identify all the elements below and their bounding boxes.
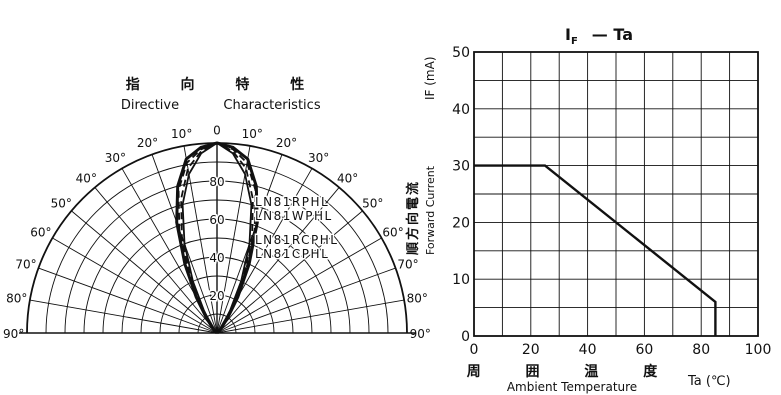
- polar-spoke: [71, 210, 218, 334]
- polar-angle-label: 50°: [362, 196, 383, 210]
- polar-angle-label: 80°: [6, 292, 27, 306]
- polar-radial-label: 60: [209, 213, 224, 227]
- polar-angle-label: 0: [213, 124, 221, 138]
- polar-spoke: [216, 267, 396, 334]
- polar-radial-label: 80: [209, 175, 224, 189]
- polar-labels: 0 10° 20° 30° 40° 50° 60° 70° 80° 90° 10° 20° 30° 40°…: [3, 124, 431, 341]
- y-tick-label: 0: [461, 329, 470, 345]
- line-chart: IF — Ta 0 20 40 60 80 100 0 10 20 30 40 50 順方向電流 For…: [405, 25, 771, 394]
- line-ticks: 0 20 40 60 80 100 0 10 20 30 40 50: [452, 45, 771, 358]
- y-tick-label: 40: [452, 102, 470, 118]
- polar-spoke: [216, 237, 382, 334]
- polar-radial-label: 20: [209, 289, 224, 303]
- xlabel-unit: Ta (℃): [687, 374, 731, 389]
- x-tick-label: 80: [692, 342, 710, 358]
- polar-angle-label: 40°: [337, 171, 358, 185]
- polar-angle-label: 20°: [137, 136, 158, 150]
- y-tick-label: 50: [452, 45, 470, 61]
- ylabel-cn: 順方向電流: [405, 180, 421, 255]
- polar-angle-label: 50°: [51, 196, 72, 210]
- polar-curve-ln81cphl: [180, 142, 254, 334]
- polar-spoke: [29, 299, 218, 334]
- polar-angle-label: 60°: [382, 225, 403, 239]
- polar-title-en-1: Directive: [121, 98, 179, 113]
- polar-angle-label: 30°: [105, 151, 126, 165]
- y-tick-label: 30: [452, 159, 470, 175]
- polar-angle-label: 40°: [76, 171, 97, 185]
- polar-title-cn: 指 向 特 性: [126, 76, 323, 93]
- polar-legend-entry: LN81RCPHL: [255, 233, 339, 247]
- line-series: [474, 164, 717, 336]
- xlabel-en: Ambient Temperature: [507, 380, 637, 394]
- line-title-sub: F: [571, 36, 578, 47]
- x-tick-label: 40: [579, 342, 597, 358]
- polar-spoke: [216, 299, 405, 334]
- polar-spoke: [38, 267, 218, 334]
- polar-spoke: [216, 210, 363, 334]
- polar-angle-label: 10°: [171, 127, 192, 141]
- polar-spoke: [94, 187, 218, 334]
- ylabel-en: Forward Current: [424, 165, 437, 255]
- y-tick-label: 20: [452, 215, 470, 231]
- xlabel-cn: 周 囲 温 度: [467, 363, 678, 380]
- plot-frame: [473, 51, 759, 337]
- polar-spoke: [216, 145, 251, 334]
- x-tick-label: 100: [745, 342, 772, 358]
- polar-angle-label: 90°: [3, 327, 24, 341]
- polar-angle-label: 30°: [308, 151, 329, 165]
- x-tick-label: 0: [470, 342, 479, 358]
- polar-curves: [175, 141, 259, 335]
- line-grid: [473, 51, 759, 337]
- polar-legend-entry: LN81WPHL: [255, 209, 333, 223]
- y-tick-label: 10: [452, 272, 470, 288]
- polar-title-en-2: Characteristics: [223, 98, 320, 113]
- polar-spoke: [183, 145, 218, 334]
- x-tick-label: 60: [635, 342, 653, 358]
- polar-angle-label: 20°: [276, 136, 297, 150]
- line-title-rest: — Ta: [592, 25, 633, 44]
- polar-spoke: [216, 187, 340, 334]
- polar-angle-label: 10°: [242, 127, 263, 141]
- polar-angle-label: 70°: [15, 257, 36, 271]
- polar-chart: 指 向 特 性 Directive Characteristics 0 10° 20…: [3, 76, 431, 341]
- polar-legend-entry: LN81RPHL: [255, 195, 329, 209]
- polar-angle-label: 60°: [30, 225, 51, 239]
- if-ta-curve: [474, 164, 717, 336]
- ylabel-unit: IF (mA): [423, 56, 437, 100]
- line-title: IF — Ta: [565, 25, 633, 47]
- x-tick-label: 20: [522, 342, 540, 358]
- polar-angle-label: 90°: [410, 327, 431, 341]
- polar-radial-label: 40: [209, 251, 224, 265]
- polar-angle-label: 70°: [397, 257, 418, 271]
- polar-angle-label: 80°: [407, 292, 428, 306]
- polar-legend-entry: LN81CPHL: [255, 247, 329, 261]
- polar-spoke: [52, 237, 218, 334]
- line-title-main: I: [565, 25, 571, 44]
